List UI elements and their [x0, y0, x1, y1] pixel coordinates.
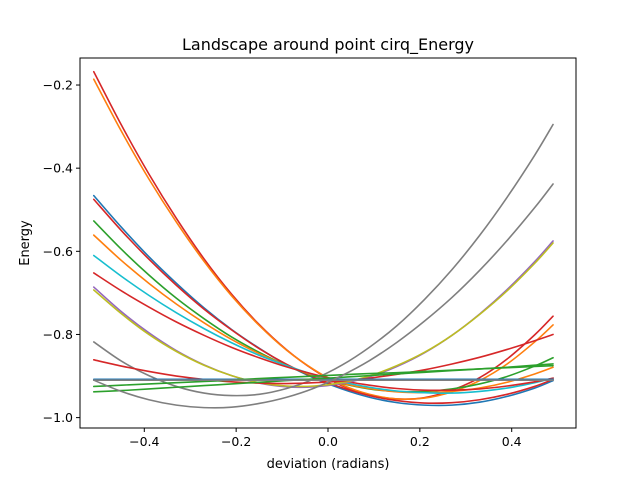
series-line-11: [92, 123, 554, 397]
y-tick-label-4: −0.4: [43, 161, 73, 176]
x-axis-label: deviation (radians): [267, 457, 390, 472]
x-tick-label-3: 0.0: [318, 434, 338, 449]
series-line-10: [92, 242, 554, 388]
chart-title: Landscape around point cirq_Energy: [182, 35, 474, 55]
y-axis-ticks: −1.0 −0.8 −0.6 −0.4 −0.2: [43, 78, 80, 425]
x-tick-label-1: −0.4: [129, 434, 159, 449]
y-tick-label-5: −0.2: [43, 78, 73, 93]
x-tick-label-2: −0.2: [221, 434, 251, 449]
y-tick-label-3: −0.6: [43, 244, 73, 259]
x-axis-ticks: −0.4 −0.2 0.0 0.2 0.4: [129, 428, 522, 449]
x-tick-label-4: 0.2: [410, 434, 430, 449]
y-tick-label-2: −0.8: [43, 327, 73, 342]
x-tick-label-5: 0.4: [502, 434, 522, 449]
series-group: [92, 70, 554, 409]
y-tick-label-1: −1.0: [43, 410, 73, 425]
series-line-17: [92, 183, 554, 409]
series-line-3: [92, 194, 554, 407]
y-axis-label: Energy: [18, 220, 33, 266]
series-line-15: [92, 363, 554, 393]
